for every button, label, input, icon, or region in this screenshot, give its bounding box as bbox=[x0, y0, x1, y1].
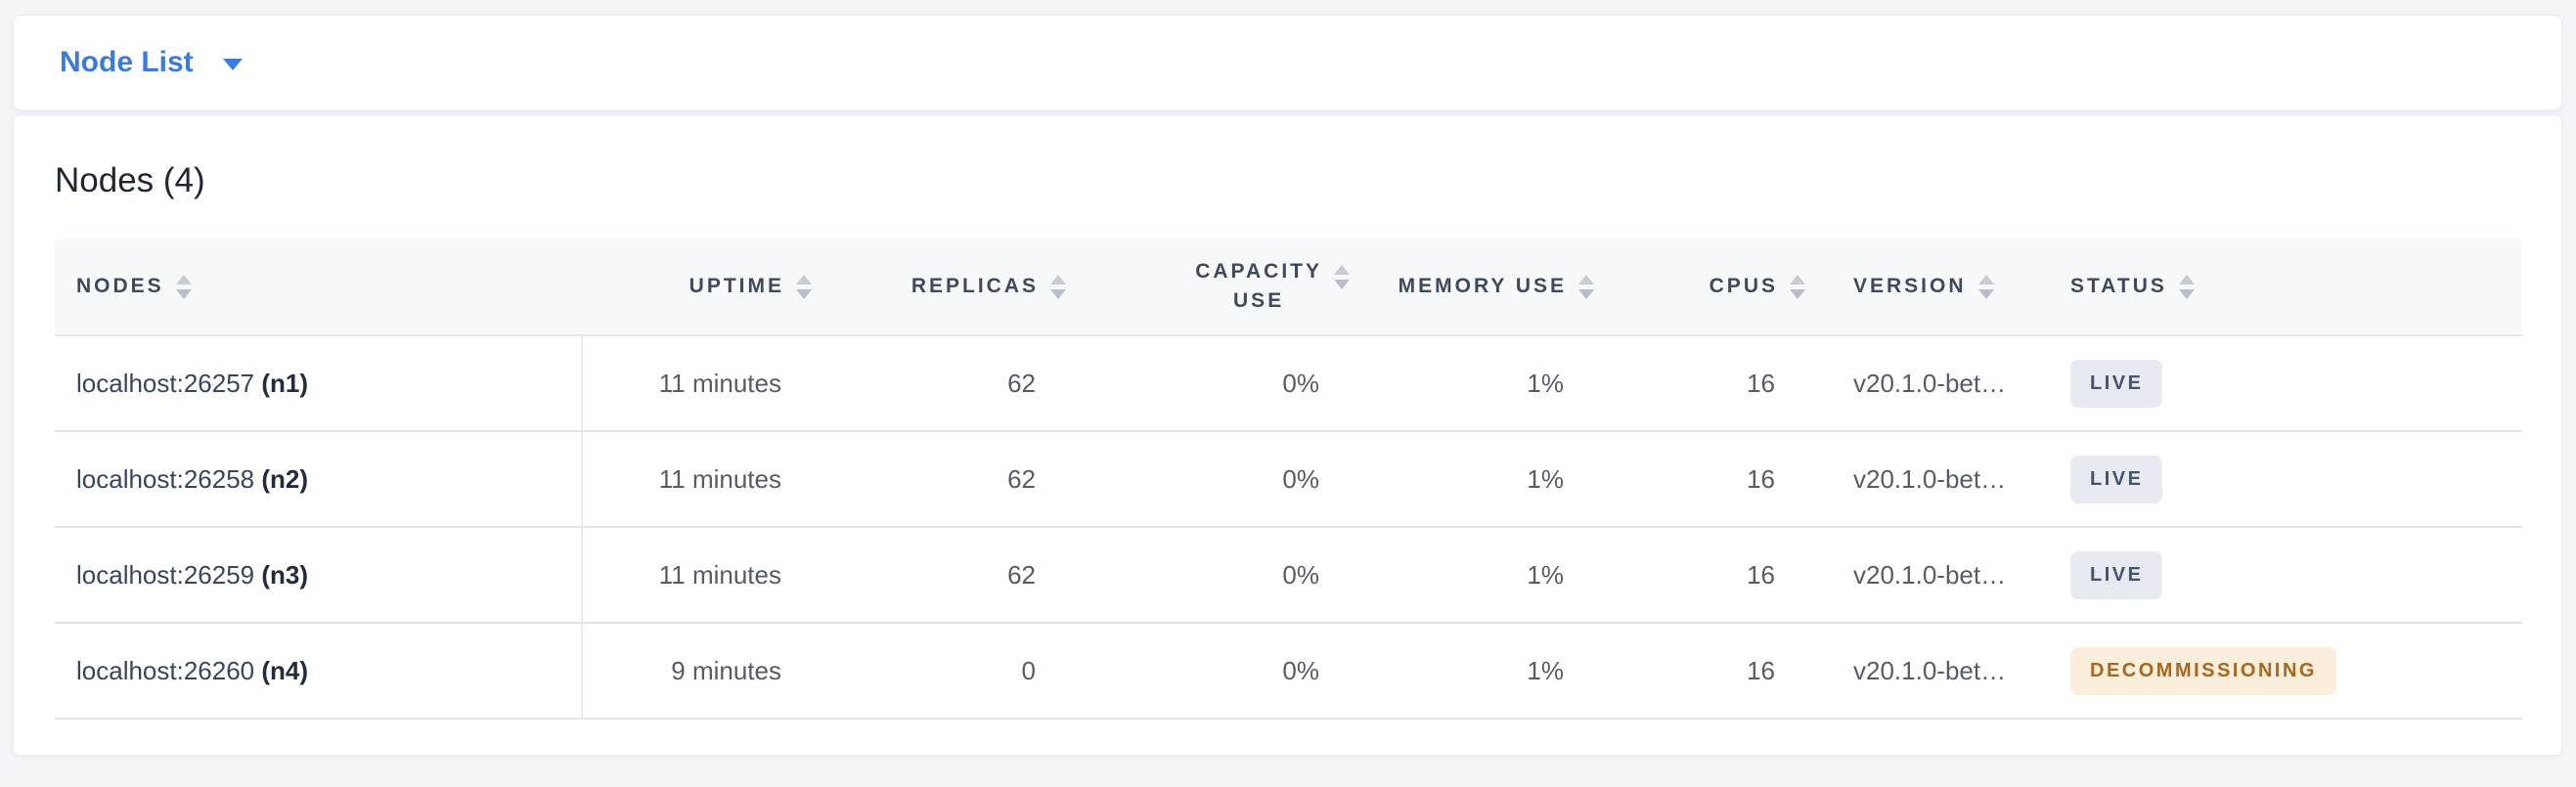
column-label: MEMORY USE bbox=[1398, 275, 1567, 297]
cell-capacity-use: 0% bbox=[1080, 624, 1363, 720]
cell-replicas: 62 bbox=[825, 336, 1080, 432]
cell-status: LIVE bbox=[2064, 528, 2522, 624]
cell-uptime: 11 minutes bbox=[581, 336, 825, 432]
sort-icon bbox=[796, 274, 812, 299]
cell-cpus: 16 bbox=[1608, 432, 1819, 528]
nodes-panel: Nodes (4) NODES UPTIME bbox=[13, 114, 2562, 756]
cell-capacity-use: 0% bbox=[1080, 336, 1363, 432]
status-badge: LIVE bbox=[2070, 550, 2163, 599]
table-row: localhost:26260 (n4) 9 minutes 0 0% 1% 1… bbox=[55, 624, 2522, 720]
column-header-replicas[interactable]: REPLICAS bbox=[825, 239, 1080, 336]
cell-version: v20.1.0-bet… bbox=[1819, 432, 2064, 528]
sort-icon bbox=[1790, 274, 1805, 299]
column-header-status[interactable]: STATUS bbox=[2064, 239, 2522, 336]
column-header-memory-use[interactable]: MEMORY USE bbox=[1363, 239, 1608, 336]
cell-memory-use: 1% bbox=[1363, 432, 1608, 528]
column-header-cpus[interactable]: CPUS bbox=[1608, 239, 1819, 336]
node-id: (n1) bbox=[261, 368, 309, 398]
cell-uptime: 9 minutes bbox=[581, 624, 825, 720]
cell-replicas: 62 bbox=[825, 528, 1080, 624]
node-link[interactable]: localhost:26258 (n2) bbox=[55, 432, 581, 528]
node-id: (n3) bbox=[261, 559, 309, 590]
caret-down-icon bbox=[222, 59, 243, 70]
node-link[interactable]: localhost:26257 (n1) bbox=[55, 336, 581, 432]
cell-version: v20.1.0-bet… bbox=[1819, 336, 2064, 432]
table-row: localhost:26259 (n3) 11 minutes 62 0% 1%… bbox=[55, 528, 2522, 624]
sort-icon bbox=[1578, 274, 1594, 299]
column-label: CAPACITY USE bbox=[1195, 260, 1322, 312]
view-selector-dropdown[interactable]: Node List bbox=[60, 46, 243, 79]
nodes-table: NODES UPTIME REPLICAS bbox=[55, 239, 2522, 720]
column-label: REPLICAS bbox=[910, 275, 1039, 297]
cell-uptime: 11 minutes bbox=[581, 528, 825, 624]
cell-version: v20.1.0-bet… bbox=[1819, 528, 2064, 624]
column-label: NODES bbox=[76, 275, 164, 297]
column-label: VERSION bbox=[1853, 275, 1967, 297]
sort-icon bbox=[175, 274, 192, 299]
sort-icon bbox=[1050, 274, 1066, 299]
column-header-capacity-use[interactable]: CAPACITY USE bbox=[1080, 239, 1363, 336]
table-row: localhost:26257 (n1) 11 minutes 62 0% 1%… bbox=[55, 336, 2522, 432]
node-id: (n2) bbox=[261, 463, 309, 494]
cell-status: LIVE bbox=[2064, 336, 2522, 432]
status-badge: LIVE bbox=[2070, 359, 2163, 408]
cell-capacity-use: 0% bbox=[1080, 528, 1363, 624]
column-header-version[interactable]: VERSION bbox=[1819, 239, 2064, 336]
node-link[interactable]: localhost:26259 (n3) bbox=[55, 528, 581, 624]
table-header-row: NODES UPTIME REPLICAS bbox=[55, 239, 2522, 336]
table-row: localhost:26258 (n2) 11 minutes 62 0% 1%… bbox=[55, 432, 2522, 528]
node-host: localhost:26259 bbox=[76, 559, 255, 590]
cell-cpus: 16 bbox=[1608, 336, 1819, 432]
cell-status: LIVE bbox=[2064, 432, 2522, 528]
node-host: localhost:26257 bbox=[76, 368, 255, 398]
sort-icon bbox=[1334, 265, 1350, 289]
cell-memory-use: 1% bbox=[1363, 528, 1608, 624]
page-title: Nodes (4) bbox=[55, 161, 205, 199]
node-host: localhost:26260 bbox=[76, 655, 255, 685]
column-label: CPUS bbox=[1709, 275, 1778, 297]
cell-status: DECOMMISSIONING bbox=[2064, 624, 2522, 720]
cell-memory-use: 1% bbox=[1363, 624, 1608, 720]
sort-icon bbox=[2178, 274, 2195, 299]
column-header-uptime[interactable]: UPTIME bbox=[581, 239, 825, 336]
column-label: STATUS bbox=[2070, 275, 2167, 297]
view-selector-bar: Node List bbox=[13, 15, 2562, 110]
column-label: UPTIME bbox=[688, 275, 784, 297]
cell-cpus: 16 bbox=[1608, 624, 1819, 720]
cell-replicas: 0 bbox=[825, 624, 1080, 720]
cell-cpus: 16 bbox=[1608, 528, 1819, 624]
cell-capacity-use: 0% bbox=[1080, 432, 1363, 528]
status-badge: DECOMMISSIONING bbox=[2070, 646, 2336, 695]
cell-memory-use: 1% bbox=[1363, 336, 1608, 432]
cell-version: v20.1.0-bet… bbox=[1819, 624, 2064, 720]
sort-icon bbox=[1977, 274, 1994, 299]
column-header-nodes[interactable]: NODES bbox=[55, 239, 581, 336]
view-selector-label: Node List bbox=[60, 46, 194, 78]
cell-uptime: 11 minutes bbox=[581, 432, 825, 528]
node-link[interactable]: localhost:26260 (n4) bbox=[55, 624, 581, 720]
cell-replicas: 62 bbox=[825, 432, 1080, 528]
node-id: (n4) bbox=[261, 655, 309, 685]
node-host: localhost:26258 bbox=[76, 463, 255, 494]
status-badge: LIVE bbox=[2070, 455, 2163, 503]
